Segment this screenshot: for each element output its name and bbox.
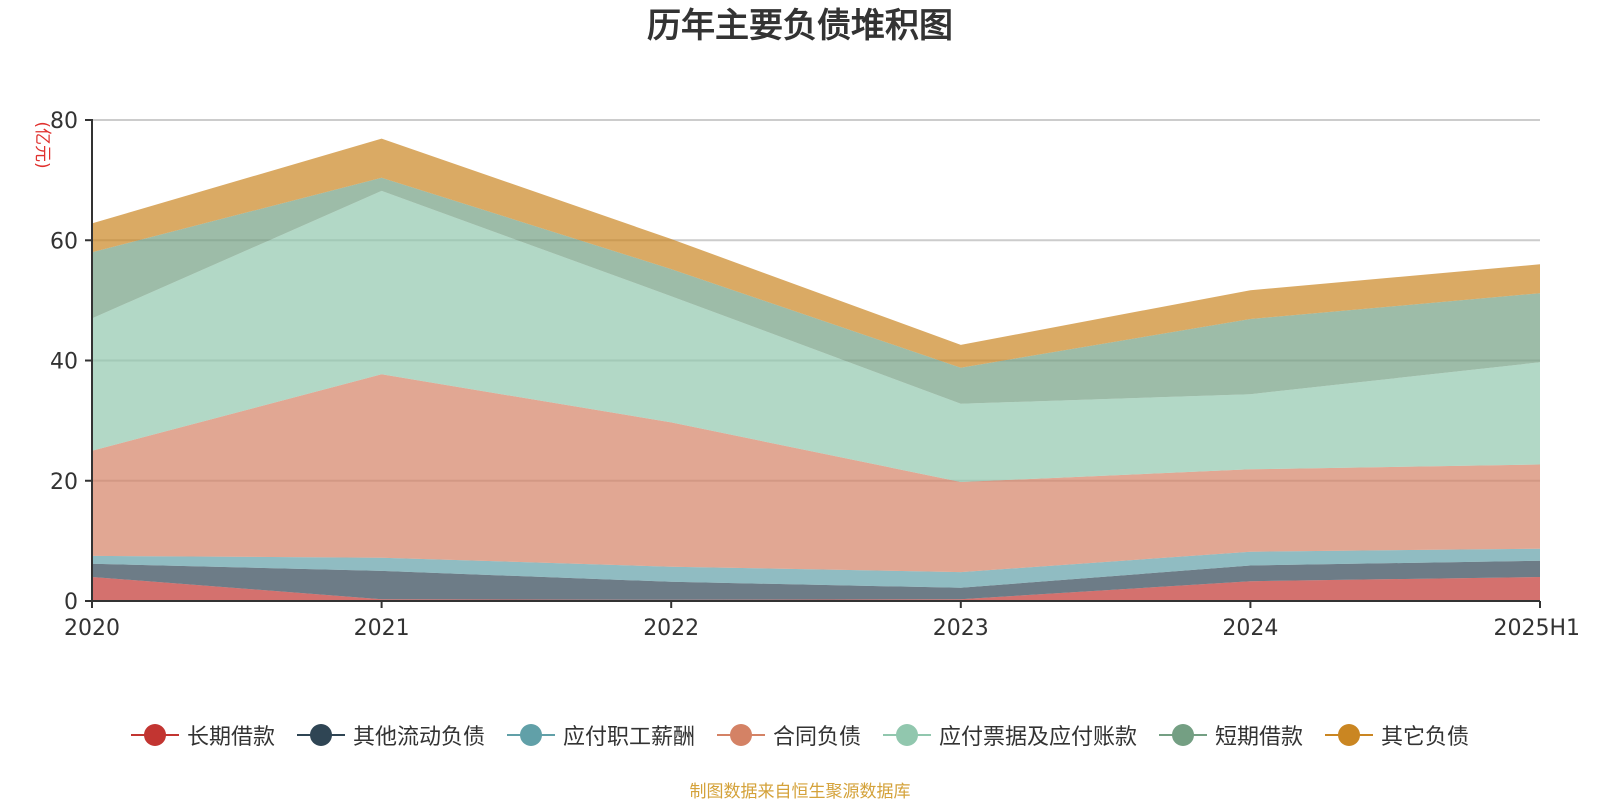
legend-item-7[interactable]: 其它负债 [1325,719,1469,751]
area-series-6 [92,177,1540,404]
chart-title: 历年主要负债堆积图 [647,6,953,46]
legend-marker [296,722,345,748]
legend-label: 应付票据及应付账款 [939,725,1138,750]
legend-label: 长期借款 [186,725,275,750]
legend-marker [1159,722,1208,748]
x-tick-label: 2020 [64,616,120,641]
area-series-7 [92,138,1540,368]
legend-item-6[interactable]: 短期借款 [1159,719,1303,751]
legend-marker [883,722,931,748]
area-series-5 [92,190,1540,482]
y-tick-label: 80 [50,109,78,134]
legend-label: 应付职工薪酬 [562,725,695,750]
stacked-area-chart: 0 20 40 60 80 2020 2021 2022 2023 2024 2025H1 (亿元) [32,109,1580,641]
x-tick-label: 2025H1 [1493,616,1580,641]
legend-marker [716,722,765,748]
area-series-1 [92,577,1540,601]
x-tick-label: 2024 [1222,616,1278,641]
legend-item-2[interactable]: 其他流动负债 [296,719,485,751]
y-tick-label: 0 [64,590,78,615]
y-tick-label: 60 [50,229,78,254]
area-series-3 [92,548,1540,588]
legend-label: 合同负债 [772,725,861,750]
data-source-note: 制图数据来自恒生聚源数据库 [689,782,911,802]
legend-item-1[interactable]: 长期借款 [130,719,275,751]
x-tick-label: 2022 [643,616,699,641]
y-tick-label: 40 [50,350,78,375]
y-tick-label: 20 [50,470,78,495]
legend-marker [1325,722,1374,748]
x-tick-label: 2023 [933,616,989,641]
area-series-2 [92,560,1540,600]
legend-item-4[interactable]: 合同负债 [716,719,861,751]
legend-item-5[interactable]: 应付票据及应付账款 [883,719,1137,751]
legend-marker [506,722,555,748]
legend-label: 其他流动负债 [352,725,485,750]
legend-item-3[interactable]: 应付职工薪酬 [506,719,695,751]
legend-label: 短期借款 [1215,725,1304,750]
chart-legend: 长期借款 其他流动负债 应付职工薪酬 合同负债 应付票据及应付账款 短期借款 其它负债 [0,718,1600,752]
legend-marker [130,722,179,748]
legend-label: 其它负债 [1381,725,1470,750]
x-tick-label: 2021 [354,616,410,641]
area-series-4 [92,374,1540,573]
y-axis-unit-label: (亿元) [32,121,52,168]
